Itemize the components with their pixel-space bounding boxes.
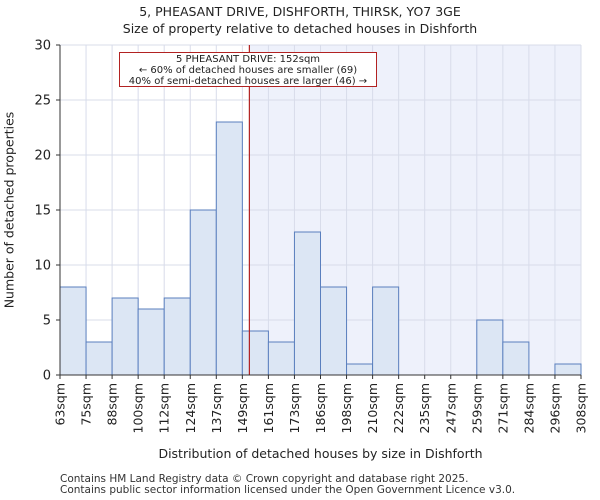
annotation-line-3: 40% of semi-detached houses are larger (… <box>128 76 368 87</box>
histogram-bar <box>293 231 322 376</box>
histogram-bar <box>320 286 348 376</box>
x-tick-label: 149sqm <box>235 383 250 433</box>
histogram-bar <box>59 286 87 376</box>
x-tick-label: 137sqm <box>209 383 224 433</box>
x-tick-label: 235sqm <box>417 383 432 433</box>
histogram-bar <box>476 319 504 376</box>
y-tick-label: 30 <box>34 39 51 54</box>
x-tick-label: 161sqm <box>261 383 276 433</box>
footer-line-1: Contains HM Land Registry data © Crown c… <box>60 473 469 485</box>
x-tick-label: 296sqm <box>547 383 562 433</box>
x-tick-label: 63sqm <box>53 383 68 426</box>
property-annotation: 5 PHEASANT DRIVE: 152sqm ← 60% of detach… <box>119 52 377 87</box>
annotation-line-2: ← 60% of detached houses are smaller (69… <box>138 65 358 76</box>
x-tick-label: 247sqm <box>443 383 458 433</box>
y-tick-label: 25 <box>34 94 51 109</box>
footer-line-2: Contains public sector information licen… <box>60 484 516 496</box>
x-tick-label: 112sqm <box>157 383 172 433</box>
histogram-bar <box>502 341 530 376</box>
histogram-bar <box>111 297 139 376</box>
y-tick-label: 15 <box>34 204 51 219</box>
x-tick-label: 75sqm <box>79 383 94 426</box>
x-tick-label: 271sqm <box>495 383 510 433</box>
x-tick-label: 308sqm <box>574 383 589 433</box>
annotation-line-1: 5 PHEASANT DRIVE: 152sqm <box>175 54 321 65</box>
histogram-bar <box>372 286 400 376</box>
x-tick-label: 198sqm <box>339 383 354 433</box>
x-tick-label: 210sqm <box>365 383 380 433</box>
histogram-bar <box>267 341 295 376</box>
y-axis-label: Number of detached properties <box>1 111 17 309</box>
histogram-bar <box>241 330 269 376</box>
x-axis-label: Distribution of detached houses by size … <box>158 446 483 461</box>
x-tick-label: 284sqm <box>521 383 536 433</box>
chart-subtitle: Size of property relative to detached ho… <box>122 21 478 36</box>
x-tick-label: 173sqm <box>287 383 302 433</box>
y-tick-label: 0 <box>43 369 51 384</box>
y-tick-label: 20 <box>34 149 51 164</box>
histogram-bar <box>346 363 374 376</box>
histogram-bar <box>215 121 243 376</box>
x-tick-label: 124sqm <box>183 383 198 433</box>
histogram-bar <box>137 308 165 376</box>
y-tick-label: 10 <box>34 259 51 274</box>
x-tick-label: 222sqm <box>391 383 406 433</box>
histogram-bar <box>85 341 113 376</box>
y-tick-label: 5 <box>43 314 51 329</box>
x-tick-label: 186sqm <box>313 383 328 433</box>
x-tick-label: 100sqm <box>131 383 146 433</box>
histogram-bar <box>163 297 191 376</box>
x-tick-label: 88sqm <box>105 383 120 426</box>
histogram-bar <box>189 209 217 376</box>
histogram-bar <box>554 363 582 376</box>
chart-title: 5, PHEASANT DRIVE, DISHFORTH, THIRSK, YO… <box>139 4 461 19</box>
x-tick-label: 259sqm <box>469 383 484 433</box>
